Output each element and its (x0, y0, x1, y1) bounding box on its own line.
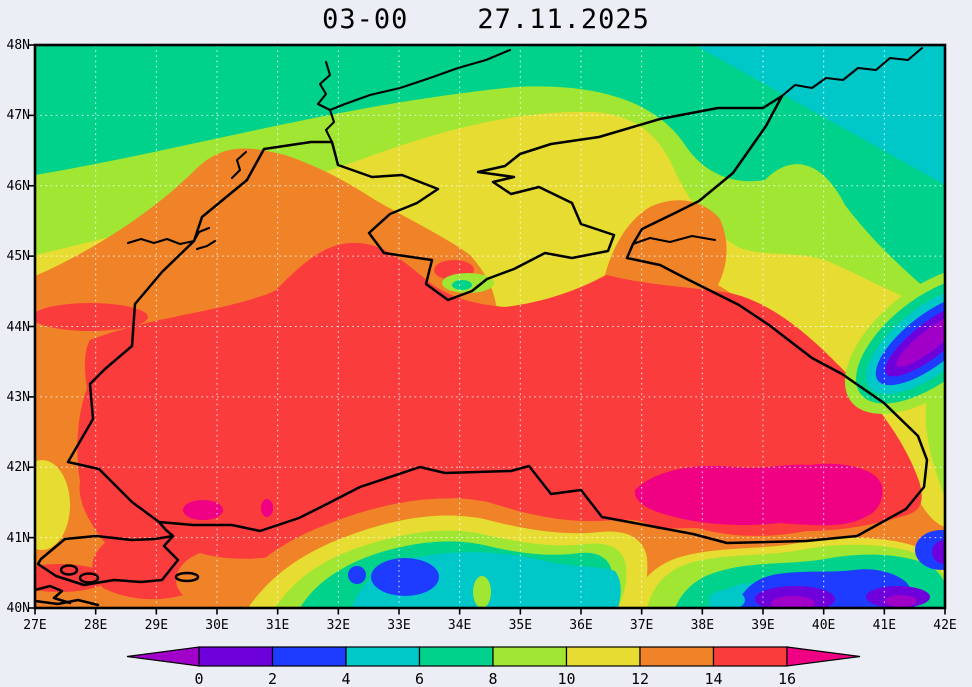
kuban-river (631, 234, 717, 246)
colorbar-segment (565, 646, 641, 667)
black-sea-azov-coastline (66, 94, 929, 545)
contour-band (473, 576, 491, 608)
contour-band (35, 460, 70, 550)
dnieper-river (316, 48, 512, 144)
plot-title: 03-00 27.11.2025 (322, 4, 650, 35)
contour-band (885, 595, 917, 607)
lat-tick-label: 45N (6, 249, 30, 265)
contour-band (932, 540, 945, 564)
contour-band (709, 590, 745, 608)
colorbar-segment (639, 646, 715, 667)
lat-tick-label: 48N (6, 38, 30, 53)
lon-tick-label: 29E (144, 618, 169, 633)
map-frame (33, 43, 947, 610)
contour-band (371, 558, 439, 596)
danube-delta (192, 226, 217, 251)
lat-tick-label: 40N (6, 601, 30, 616)
colorbar-segment (712, 646, 788, 667)
colorbar-label: 6 (415, 670, 424, 687)
colorbar-below-arrow (126, 646, 200, 667)
colorbar-segment (198, 646, 274, 667)
lat-tick-label: 43N (6, 389, 30, 405)
colorbar-label: 2 (268, 670, 277, 687)
lon-tick-label: 32E (326, 618, 351, 633)
lat-tick-label: 46N (6, 178, 30, 194)
lon-tick-label: 38E (690, 618, 715, 633)
contour-band (348, 566, 366, 584)
lon-tick-label: 31E (265, 618, 290, 633)
lon-tick-label: 37E (629, 618, 654, 633)
colorbar-segment (418, 646, 494, 667)
graticule (35, 45, 945, 608)
marmara-island (78, 572, 100, 584)
colorbar-segment (345, 646, 421, 667)
marmara-sea-coastline (36, 534, 180, 587)
colorbar-label: 14 (704, 670, 722, 687)
contour-band (771, 596, 815, 608)
lon-tick-label: 34E (447, 618, 472, 633)
lat-tick-label: 44N (6, 319, 30, 335)
aegean-coastline (35, 598, 100, 607)
lon-tick-label: 35E (508, 618, 533, 633)
danube-river (126, 237, 196, 246)
colorbar-above-arrow (786, 646, 861, 667)
marmara-island (59, 564, 79, 576)
contour-band (261, 499, 273, 517)
dardanelles-coastline (35, 584, 72, 605)
colorbar-segment (492, 646, 568, 667)
colorbar-label: 16 (778, 670, 796, 687)
lon-tick-label: 42E (933, 618, 957, 633)
dniester-estuary (230, 150, 248, 180)
colorbar-segment (271, 646, 347, 667)
lon-tick-label: 27E (23, 618, 47, 633)
colorbar-label: 0 (194, 670, 203, 687)
lat-tick-label: 42N (6, 460, 30, 476)
lat-tick-label: 47N (6, 108, 30, 124)
lon-tick-label: 40E (811, 618, 836, 633)
don-river (780, 46, 924, 98)
bosphorus-strait (157, 520, 175, 538)
lat-tick-label: 41N (6, 530, 30, 546)
colorbar-label: 8 (488, 670, 497, 687)
coastlines (35, 46, 929, 607)
colorbar-label: 10 (557, 670, 575, 687)
iznik-lake (174, 571, 200, 583)
contour-band (35, 303, 148, 331)
contour-fill-layers (35, 45, 945, 608)
contour-band (896, 312, 945, 368)
contour-band (695, 45, 945, 185)
lon-tick-label: 30E (205, 618, 229, 633)
colorbar: 0 2 4 6 8 10 12 14 16 (126, 646, 861, 687)
contour-band (452, 280, 472, 290)
lon-tick-label: 36E (569, 618, 593, 633)
contour-band (634, 463, 883, 526)
lon-tick-label: 28E (83, 618, 108, 633)
lon-tick-label: 41E (872, 618, 897, 633)
colorbar-label: 4 (341, 670, 350, 687)
lon-tick-label: 33E (387, 618, 411, 633)
contour-band (183, 500, 223, 520)
colorbar-label: 12 (631, 670, 649, 687)
lon-tick-label: 39E (751, 618, 775, 633)
